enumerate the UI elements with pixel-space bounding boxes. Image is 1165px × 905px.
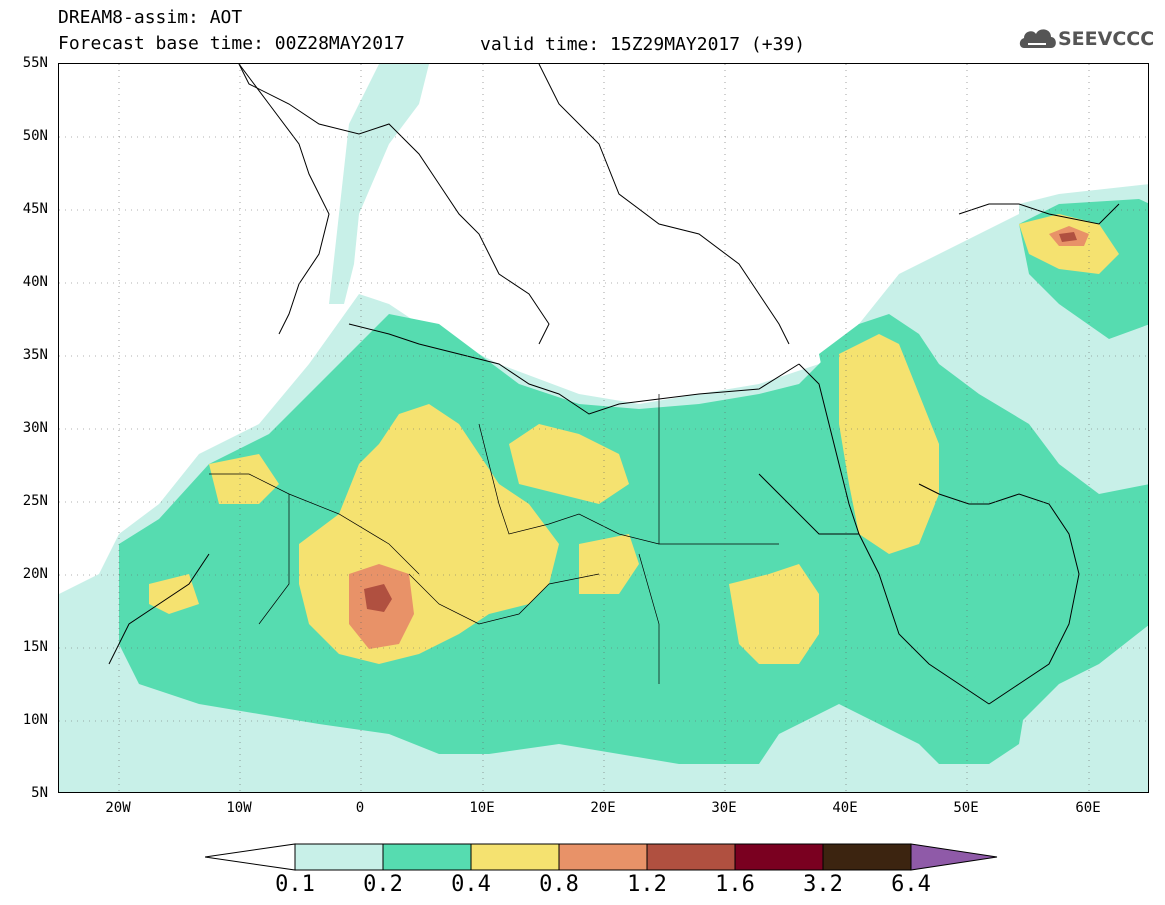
map-title: DREAM8-assim: AOT: [58, 7, 243, 28]
colorbar-label: 1.2: [627, 872, 667, 897]
colorbar-label: 6.4: [891, 872, 931, 897]
lon-label: 30E: [711, 800, 737, 816]
colorbar-label: 0.2: [363, 872, 403, 897]
lat-label: 5N: [31, 785, 48, 801]
colorbar-segment: [205, 843, 296, 871]
colorbar-segment: [646, 843, 736, 871]
colorbar-segment: [382, 843, 472, 871]
aot-contour-highest: [364, 584, 392, 612]
aot-map-svg: [59, 64, 1148, 792]
aot-contour-highest: [1059, 232, 1077, 242]
colorbar-label: 0.8: [539, 872, 579, 897]
colorbar-label: 0.1: [275, 872, 315, 897]
aot-contour-mid: [939, 664, 1029, 764]
colorbar-segment: [294, 843, 384, 871]
colorbar-segment: [910, 843, 998, 871]
valid-time: valid time: 15Z29MAY2017 (+39): [480, 34, 806, 55]
lat-label: 25N: [22, 493, 48, 509]
cloud-logo-icon: [1019, 29, 1056, 48]
aot-contour-high: [509, 424, 629, 504]
lon-label: 10W: [226, 800, 252, 816]
colorbar-segment: [470, 843, 560, 871]
lat-label: 35N: [22, 347, 48, 363]
lat-label: 10N: [22, 712, 48, 728]
lon-label: 20W: [105, 800, 131, 816]
lon-label: 40E: [832, 800, 858, 816]
aot-map: [58, 63, 1149, 793]
lon-label: 0: [355, 800, 365, 816]
coastlines: [108, 64, 1120, 705]
aot-contour-high: [209, 454, 279, 504]
country-borders: [209, 394, 779, 684]
logo-text: SEEVCCC: [1058, 28, 1155, 50]
aot-contour-high: [839, 334, 939, 554]
colorbar-label: 3.2: [803, 872, 843, 897]
lat-label: 20N: [22, 566, 48, 582]
aot-contour-high: [579, 534, 639, 594]
colorbar-segment: [734, 843, 824, 871]
lon-label: 50E: [953, 800, 979, 816]
colorbar: [205, 843, 998, 871]
lat-label: 30N: [22, 420, 48, 436]
lat-label: 15N: [22, 639, 48, 655]
lon-label: 60E: [1075, 800, 1101, 816]
lat-label: 45N: [22, 201, 48, 217]
lat-label: 55N: [22, 55, 48, 71]
lon-label: 10E: [469, 800, 495, 816]
lat-label: 50N: [22, 128, 48, 144]
colorbar-segment: [558, 843, 648, 871]
colorbar-segment: [822, 843, 912, 871]
lon-label: 20E: [590, 800, 616, 816]
aot-contour-low: [329, 64, 429, 304]
lat-label: 40N: [22, 274, 48, 290]
colorbar-label: 0.4: [451, 872, 491, 897]
colorbar-label: 1.6: [715, 872, 755, 897]
aot-contour-high: [729, 564, 819, 664]
forecast-base-time: Forecast base time: 00Z28MAY2017: [58, 33, 405, 54]
